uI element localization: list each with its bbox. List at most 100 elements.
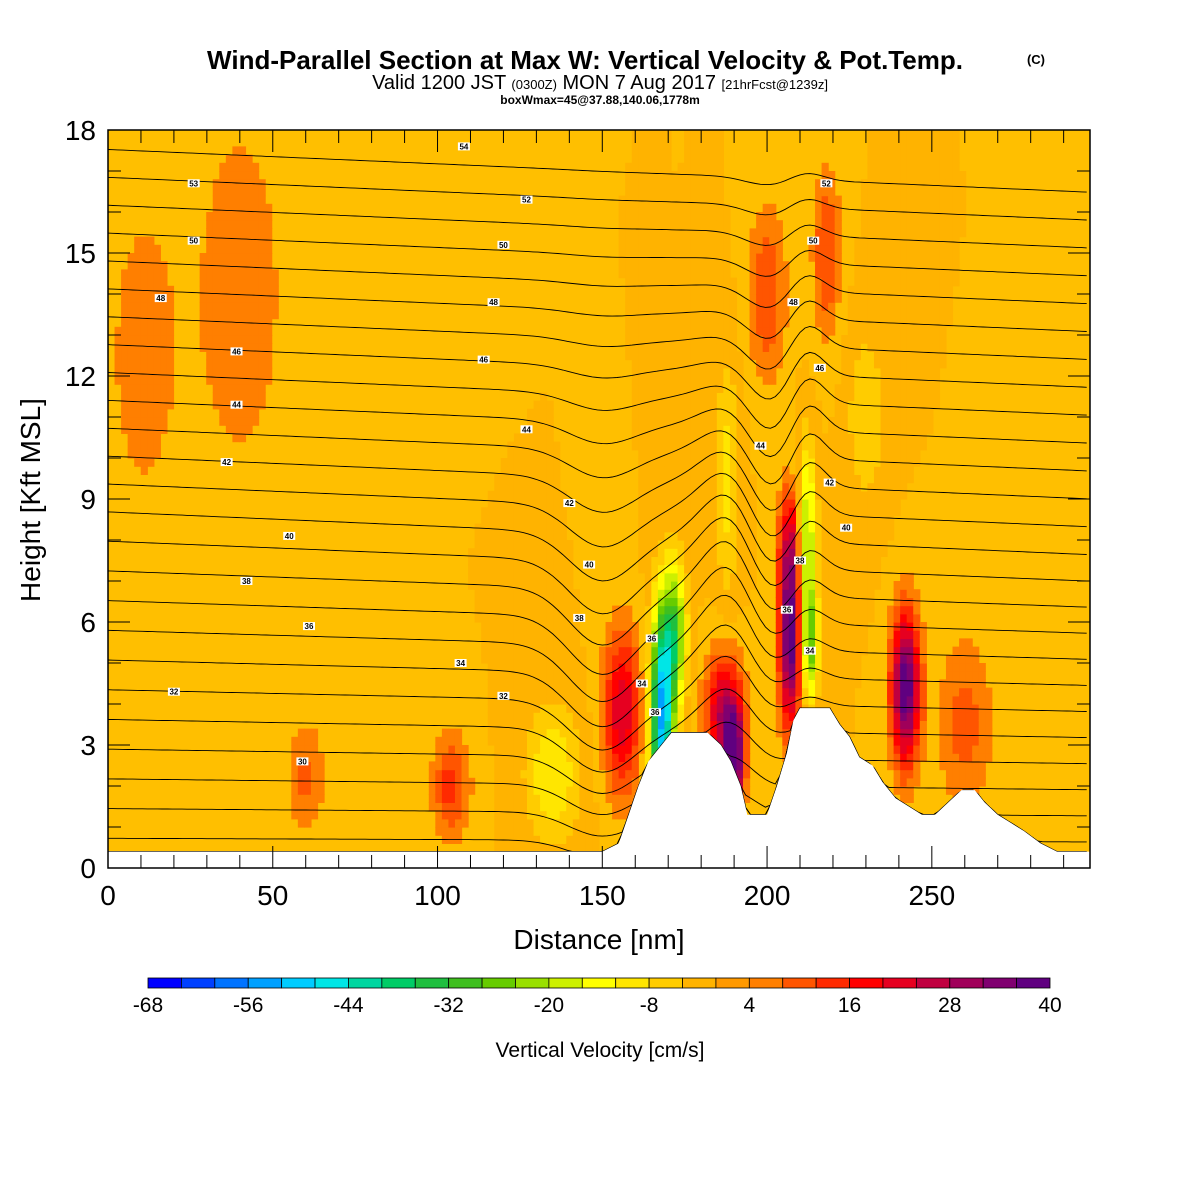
velocity-cell [487,646,495,656]
velocity-cell [769,376,777,385]
velocity-cell [893,376,901,385]
velocity-cell [808,638,816,648]
velocity-cell [893,269,901,279]
velocity-cell [743,417,751,426]
velocity-cell [847,638,855,648]
velocity-cell [703,654,711,664]
velocity-cell [657,720,666,730]
velocity-cell [206,285,214,295]
velocity-cell [743,777,751,787]
velocity-cell [520,597,528,607]
velocity-cell [729,663,738,672]
velocity-cell [945,236,954,246]
velocity-cell [736,572,744,582]
velocity-cell [887,515,895,525]
velocity-cell [913,302,921,311]
velocity-cell [657,343,666,352]
velocity-cell [153,425,161,434]
velocity-cell [860,646,869,656]
velocity-cell [795,392,803,402]
velocity-cell [932,244,941,254]
velocity-cell [945,695,954,705]
velocity-cell [644,449,652,459]
velocity-cell [723,646,731,656]
velocity-cell [657,285,666,295]
velocity-cell [880,294,888,303]
velocity-cell [546,458,554,467]
velocity-cell [756,367,764,377]
velocity-cell [690,294,698,303]
velocity-cell [638,474,646,484]
velocity-cell [893,499,901,508]
velocity-cell [114,359,122,369]
velocity-cell [690,376,698,385]
velocity-cell [520,769,528,779]
velocity-cell [729,474,738,484]
velocity-cell [723,605,731,615]
velocity-cell [513,515,522,525]
velocity-cell [906,712,914,721]
velocity-cell [736,736,744,746]
velocity-cell [893,704,901,713]
velocity-cell [127,384,135,393]
velocity-cell [631,687,639,697]
velocity-cell [140,367,148,377]
velocity-cell [526,540,535,549]
velocity-cell [782,712,790,721]
velocity-cell [625,753,633,762]
velocity-cell [258,359,266,369]
x-tick-label: 100 [414,880,461,911]
velocity-cell [815,630,823,639]
velocity-cell [494,654,502,664]
velocity-cell [913,679,921,689]
velocity-cell [546,728,554,738]
velocity-cell [540,392,548,402]
velocity-cell [854,507,862,516]
velocity-cell [703,417,711,426]
velocity-cell [599,687,607,697]
velocity-cell [716,523,724,533]
velocity-cell [959,179,967,188]
velocity-cell [919,220,927,229]
velocity-cell [867,605,875,615]
velocity-cell [671,630,679,639]
velocity-cell [671,581,679,590]
velocity-cell [743,425,751,434]
velocity-cell [860,310,869,320]
velocity-cell [500,458,508,467]
velocity-cell [252,171,260,180]
velocity-cell [540,597,548,607]
velocity-cell [932,359,941,369]
velocity-cell [945,285,954,295]
velocity-cell [847,671,855,680]
velocity-cell [710,228,718,238]
velocity-cell [232,376,240,385]
velocity-cell [212,318,220,328]
velocity-cell [671,613,679,623]
velocity-cell [854,564,862,574]
velocity-cell [782,597,790,607]
velocity-cell [644,244,652,254]
velocity-cell [952,171,960,180]
velocity-cell [736,679,744,689]
velocity-cell [625,761,633,771]
velocity-cell [782,679,790,689]
velocity-cell [461,786,469,795]
velocity-cell [487,736,495,746]
velocity-cell [703,581,711,590]
velocity-cell [795,663,803,672]
velocity-cell [494,802,502,812]
velocity-cell [795,597,803,607]
velocity-cell [775,622,783,631]
velocity-cell [913,376,921,385]
velocity-cell [448,794,456,803]
velocity-cell [546,646,554,656]
velocity-cell [684,572,692,582]
velocity-cell [854,236,862,246]
velocity-cell [219,162,227,172]
velocity-cell [703,425,711,434]
velocity-cell [828,695,836,705]
velocity-cell [219,253,227,262]
velocity-cell [841,376,849,385]
contour-label: 52 [822,179,831,188]
